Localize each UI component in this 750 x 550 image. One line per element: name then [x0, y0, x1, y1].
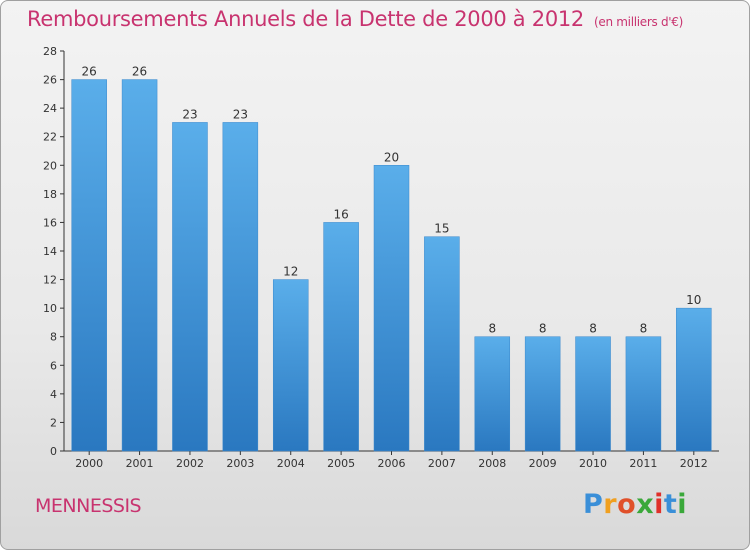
x-tick-label: 2001	[126, 457, 154, 470]
logo-letter: i	[654, 489, 664, 520]
x-tick-label: 2011	[629, 457, 657, 470]
y-tick-label: 26	[43, 74, 57, 87]
x-tick-label: 2003	[226, 457, 254, 470]
data-label-2012: 10	[686, 293, 701, 307]
x-tick-label: 2005	[327, 457, 355, 470]
y-tick-label: 14	[43, 245, 57, 258]
data-label-2007: 15	[434, 222, 449, 236]
y-tick-label: 2	[50, 416, 57, 429]
y-tick-label: 4	[50, 388, 57, 401]
bar-2005	[323, 222, 359, 452]
x-tick-label: 2009	[529, 457, 557, 470]
y-tick-label: 6	[50, 359, 57, 372]
y-tick-label: 0	[50, 445, 57, 458]
y-tick-label: 16	[43, 216, 57, 229]
data-label-2004: 12	[283, 265, 298, 279]
bar-2011	[625, 336, 662, 452]
x-tick-label: 2006	[378, 457, 406, 470]
bar-2002	[172, 122, 208, 452]
y-tick-label: 20	[43, 159, 57, 172]
chart-title-text: Remboursements Annuels de la Dette de 20…	[27, 7, 584, 31]
data-label-2001: 26	[132, 65, 147, 79]
bar-2004	[272, 279, 309, 452]
data-label-2011: 8	[640, 322, 648, 336]
data-label-2006: 20	[384, 150, 399, 164]
logo-letter: P	[583, 489, 604, 520]
y-tick-label: 24	[43, 102, 57, 115]
x-tick-label: 2000	[75, 457, 103, 470]
x-tick-label: 2010	[579, 457, 607, 470]
data-label-2009: 8	[539, 322, 547, 336]
bar-2006	[373, 165, 410, 452]
commune-name: MENNESSIS	[35, 495, 142, 517]
data-label-2000: 26	[82, 65, 97, 79]
data-label-2003: 23	[233, 107, 248, 121]
bar-2003	[222, 122, 259, 452]
y-tick-label: 28	[43, 45, 57, 58]
logo-letter: t	[663, 489, 678, 520]
y-tick-label: 10	[43, 302, 57, 315]
chart-title: Remboursements Annuels de la Dette de 20…	[27, 7, 683, 31]
y-tick-label: 22	[43, 131, 57, 144]
bar-2007	[424, 236, 460, 452]
bar-2000	[71, 79, 107, 452]
x-tick-label: 2007	[428, 457, 456, 470]
x-tick-label: 2002	[176, 457, 204, 470]
data-labels: 26 26 23 23 12 16 20 15 8 8 8 8 10	[82, 65, 702, 336]
y-tick-label: 12	[43, 274, 57, 287]
y-tick-label: 8	[50, 331, 57, 344]
data-label-2005: 16	[333, 207, 348, 221]
logo-letter: r	[603, 489, 618, 520]
x-tick-label: 2004	[277, 457, 305, 470]
logo-letter: o	[617, 489, 637, 520]
data-label-2010: 8	[589, 322, 597, 336]
bar-2008	[474, 336, 511, 452]
x-tick-label: 2008	[478, 457, 506, 470]
bar-2012	[676, 307, 712, 452]
bar-2010	[575, 336, 611, 452]
x-tick-label: 2012	[680, 457, 708, 470]
y-tick-label: 18	[43, 188, 57, 201]
bars	[71, 79, 712, 452]
bar-2009	[524, 336, 561, 452]
data-label-2002: 23	[182, 107, 197, 121]
logo-letter: i	[677, 489, 688, 520]
data-label-2008: 8	[488, 322, 496, 336]
bar-2001	[121, 79, 158, 452]
proxiti-logo: Proxiti	[583, 489, 687, 520]
logo-letter: x	[636, 489, 655, 520]
chart-subtitle: (en milliers d'€)	[594, 15, 684, 29]
